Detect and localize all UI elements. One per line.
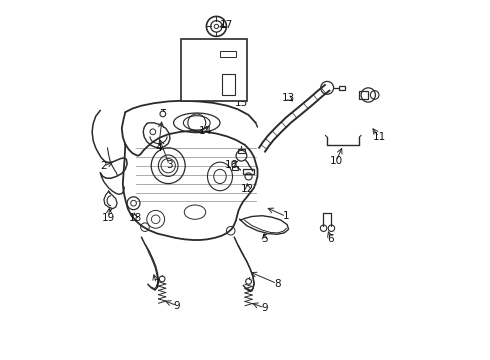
Bar bbox=[181, 39, 247, 102]
Bar bbox=[220, 51, 236, 57]
Bar bbox=[243, 168, 254, 174]
Text: 5: 5 bbox=[261, 234, 268, 244]
Text: 10: 10 bbox=[330, 157, 343, 166]
Bar bbox=[359, 91, 368, 99]
Text: 1: 1 bbox=[283, 211, 290, 221]
Text: 2: 2 bbox=[100, 161, 107, 171]
Text: 4: 4 bbox=[155, 143, 162, 153]
Text: 6: 6 bbox=[327, 234, 334, 244]
Bar bbox=[232, 166, 238, 170]
Text: 14: 14 bbox=[198, 126, 212, 136]
Text: 15: 15 bbox=[235, 98, 248, 108]
Text: 7: 7 bbox=[153, 279, 160, 289]
Text: 11: 11 bbox=[372, 132, 386, 142]
Text: 3: 3 bbox=[166, 160, 172, 170]
Text: 8: 8 bbox=[274, 279, 280, 289]
Text: 19: 19 bbox=[102, 212, 115, 222]
Bar bbox=[222, 74, 235, 95]
Text: 9: 9 bbox=[261, 303, 268, 313]
Bar bbox=[339, 86, 345, 90]
Bar bbox=[238, 149, 245, 153]
Text: 17: 17 bbox=[220, 19, 233, 30]
Text: 18: 18 bbox=[128, 212, 142, 222]
Text: 12: 12 bbox=[241, 184, 254, 194]
Text: 13: 13 bbox=[282, 93, 295, 103]
Text: 9: 9 bbox=[174, 301, 180, 311]
Text: 16: 16 bbox=[225, 160, 238, 170]
